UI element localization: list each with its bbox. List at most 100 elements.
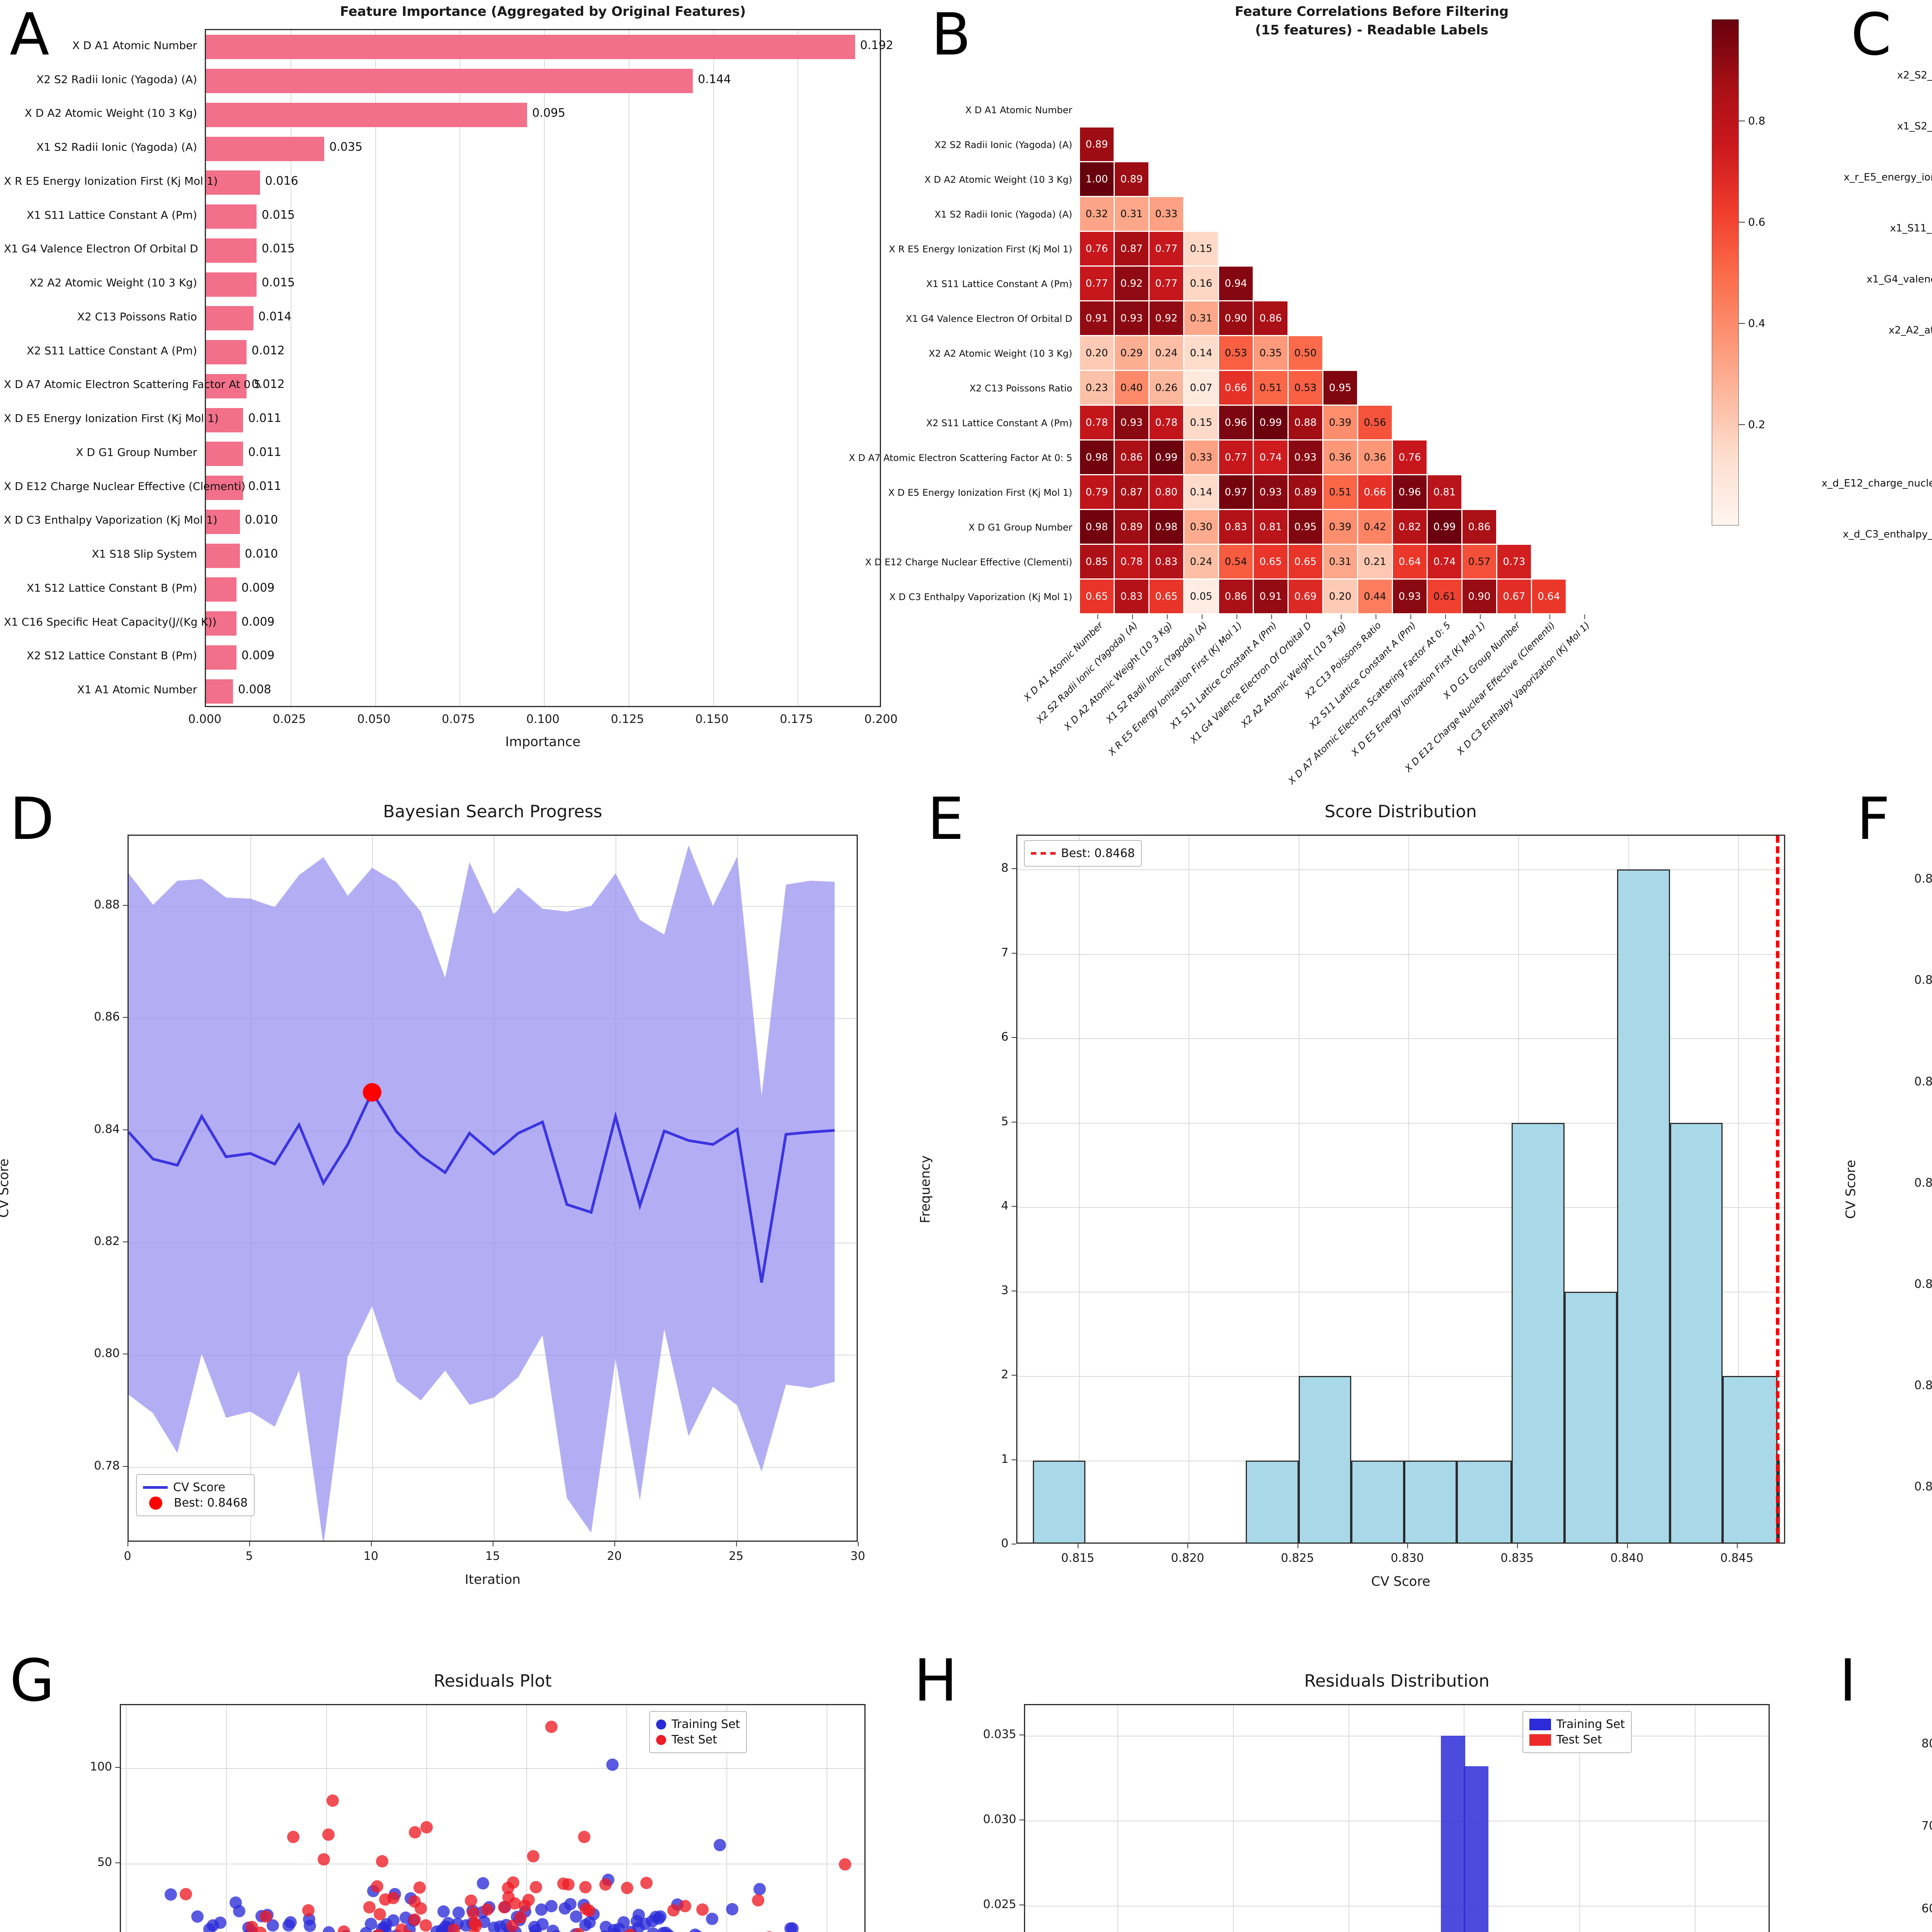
scatter-point-test (465, 1895, 478, 1907)
heatmap-cell (1219, 406, 1253, 439)
gridline-horizontal (1017, 954, 1784, 955)
importance-bar (206, 679, 233, 704)
scatter-point-test (402, 1930, 415, 1932)
panel-residuals-plot: Residuals Plot100200300400500600700800−1… (0, 1642, 927, 1932)
panel-g-title: Residuals Plot (434, 1671, 552, 1691)
panel-label-F: F (1857, 786, 1890, 853)
scatter-point-test (413, 1881, 426, 1894)
heatmap-cell-value: 0.24 (1190, 556, 1213, 568)
importance-bar (206, 272, 257, 297)
x-tick-label: 0.840 (1610, 1551, 1644, 1565)
scatter-point-train (786, 1922, 799, 1932)
importance-value-label: 0.008 (238, 683, 271, 697)
heatmap-cell-value: 0.74 (1433, 556, 1456, 568)
legend-row: CV Score (143, 1481, 248, 1494)
scatter-point-test (318, 1853, 330, 1866)
heatmap-cell-value: 0.94 (1225, 277, 1247, 289)
heatmap-cell-value: 0.07 (1190, 382, 1213, 394)
feature-name-label: X D E12 Charge Nuclear Effective (Clemen… (4, 480, 246, 493)
panel-b-title-line2: (15 features) - Readable Labels (1255, 22, 1488, 38)
heatmap-cell-value: 0.20 (1085, 347, 1108, 359)
scatter-point-train (214, 1916, 226, 1929)
heatmap-cell-value: 0.88 (1294, 417, 1317, 429)
heatmap-cell (1150, 406, 1183, 439)
row-label: x1_G4_valence_electron_of_orbital_d (1866, 274, 1932, 285)
importance-bar (206, 611, 236, 636)
col-label: X R E5 Energy Ionization First (Kj Mol 1… (1106, 620, 1244, 758)
panel-bayesian-search: Bayesian Search Progress 0 5 10 15 20 25 30 0.78… (0, 784, 927, 1642)
col-label: X D A2 Atomic Weight (10 3 Kg) (1062, 620, 1175, 733)
heatmap-cell (1184, 440, 1218, 474)
legend-residuals[interactable]: Training Set Test Set (649, 1711, 747, 1753)
importance-value-label: 0.015 (262, 208, 295, 222)
heatmap-cell-value: 0.64 (1537, 590, 1560, 602)
gridline-vertical (1694, 1705, 1696, 1932)
heatmap-cell-value: 0.89 (1085, 138, 1108, 150)
legend-residuals-distribution[interactable]: Training Set Test Set (1522, 1711, 1632, 1753)
heatmap-cell-value: 0.86 (1468, 521, 1491, 533)
residuals-distribution-plot (1024, 1704, 1770, 1932)
y-tick-label: 0.035 (983, 1728, 1016, 1742)
feature-name-label: X1 S12 Lattice Constant B (Pm) (26, 581, 197, 594)
panel-e-title: Score Distribution (1325, 802, 1477, 821)
legend-score-distribution[interactable]: Best: 0.8468 (1024, 840, 1142, 867)
best-score-marker (363, 1083, 381, 1102)
col-label: X1 G4 Valence Electron Of Orbital D (1188, 620, 1314, 746)
gridline-vertical (1408, 836, 1410, 1543)
heatmap-cell (1289, 440, 1322, 474)
col-label: X2 S11 Lattice Constant A (Pm) (1307, 620, 1418, 731)
heatmap-cell-value: 0.95 (1294, 521, 1317, 533)
colorbar-tick (1739, 222, 1745, 223)
importance-value-label: 0.035 (329, 140, 363, 154)
legend-bayesian[interactable]: CV Score Best: 0.8468 (136, 1474, 255, 1516)
heatmap-cell (1254, 301, 1287, 335)
legend-row: Training Set (1529, 1718, 1625, 1731)
y-tick-label: 0.84 (94, 1122, 120, 1136)
importance-bar (206, 577, 236, 602)
heatmap-cell (1184, 232, 1218, 265)
feature-name-label: X2 C13 Poissons Ratio (77, 310, 197, 323)
heatmap-cell-value: 0.91 (1085, 312, 1108, 324)
legend-swatch (1529, 1718, 1551, 1730)
x-tick-label: 25 (728, 1549, 744, 1563)
heatmap-cell (1219, 440, 1253, 474)
heatmap-cell-value: 0.80 (1155, 486, 1178, 498)
row-label: X1 S2 Radii Ionic (Yagoda) (A) (934, 209, 1072, 220)
row-label: X R E5 Energy Ionization First (Kj Mol 1… (889, 244, 1073, 255)
row-label: x_d_G1_group_number (1774, 427, 1932, 438)
histogram-bar (1246, 1460, 1299, 1543)
heatmap-cell-value: 0.39 (1329, 521, 1352, 533)
importance-value-label: 0.015 (262, 276, 295, 290)
axis-tick (115, 1767, 120, 1768)
heatmap-cell-value: 0.33 (1155, 208, 1178, 220)
scatter-point-test (408, 1913, 421, 1926)
heatmap-cell-value: 0.89 (1120, 521, 1143, 533)
col-label: X D A1 Atomic Number (1021, 620, 1105, 703)
heatmap-cell (1289, 510, 1322, 544)
scatter-point-test (447, 1923, 460, 1932)
heatmap-cell (1323, 475, 1357, 509)
panel-feature-importance: Feature Importance (Aggregated by Origin… (0, 0, 927, 784)
y-tick-label: 0.835 (1914, 1075, 1932, 1088)
gridline-horizontal (1017, 1207, 1784, 1208)
heatmap-cell (1150, 475, 1183, 509)
scatter-point-train (646, 1915, 659, 1927)
importance-value-label: 0.016 (265, 174, 298, 188)
scatter-point-train (606, 1759, 619, 1771)
legend-swatch (143, 1486, 168, 1489)
axis-tick (1132, 614, 1133, 619)
heatmap-cell (1115, 475, 1148, 509)
importance-bar (206, 374, 247, 398)
heatmap-cell-value: 0.30 (1190, 521, 1213, 533)
panel-a-title: Feature Importance (Aggregated by Origin… (340, 4, 746, 19)
x-tick-label: 0.125 (611, 713, 644, 726)
scatter-point-test (245, 1920, 258, 1932)
legend-row: Test Set (656, 1733, 740, 1747)
best-score-vline (1776, 836, 1780, 1543)
axis-tick (1012, 1459, 1016, 1460)
axis-tick (1012, 1206, 1016, 1207)
heatmap-cell (1080, 197, 1114, 231)
heatmap-cell (1254, 371, 1287, 405)
importance-value-label: 0.010 (245, 513, 278, 527)
heatmap-cell (1219, 371, 1253, 405)
